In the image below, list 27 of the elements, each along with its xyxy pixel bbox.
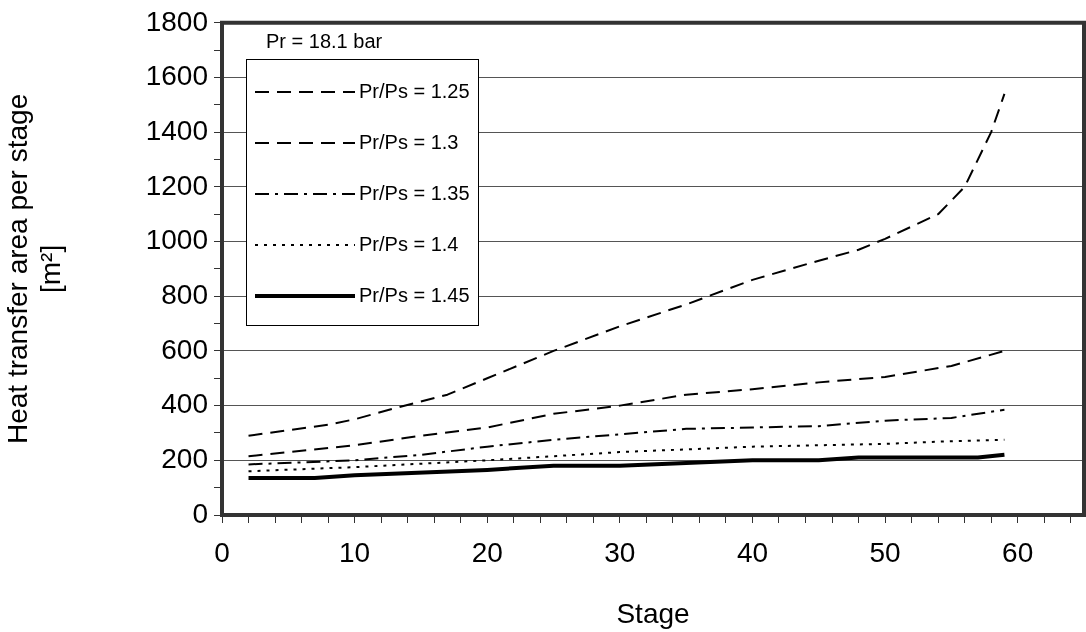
y-tick-label: 200 xyxy=(161,443,208,475)
y-tick-label: 1600 xyxy=(145,60,208,92)
y-tick-label: 600 xyxy=(161,333,208,365)
legend-label: Pr/Ps = 1.35 xyxy=(359,182,470,205)
y-tick-label: 1000 xyxy=(145,224,208,256)
y-tick-label: 1200 xyxy=(145,169,208,201)
x-tick-label: 60 xyxy=(1002,536,1034,568)
x-tick-label: 20 xyxy=(471,536,503,568)
y-axis-title: Heat transfer area per stage [m²] xyxy=(1,93,67,444)
x-axis-title: Stage xyxy=(616,597,690,629)
y-tick-label: 1400 xyxy=(145,114,208,146)
legend-label: Pr/Ps = 1.45 xyxy=(359,284,470,307)
line-series xyxy=(247,408,1006,466)
x-tick-label: 30 xyxy=(604,536,636,568)
y-tick-label: 0 xyxy=(192,497,208,529)
x-tick-label: 40 xyxy=(736,536,769,568)
legend-title: Pr = 18.1 bar xyxy=(266,30,384,53)
legend-label: Pr/Ps = 1.4 xyxy=(359,233,459,256)
x-tick-label: 10 xyxy=(339,536,371,568)
legend-label: Pr/Ps = 1.25 xyxy=(359,80,470,103)
legend-label: Pr/Ps = 1.3 xyxy=(359,131,459,154)
x-tick-label: 50 xyxy=(869,536,901,568)
line-series xyxy=(247,349,1006,458)
y-tick-label: 400 xyxy=(161,388,208,420)
x-tick-label: 0 xyxy=(214,536,230,568)
y-tick-label: 800 xyxy=(161,278,208,310)
y-tick-label: 1800 xyxy=(145,5,208,37)
